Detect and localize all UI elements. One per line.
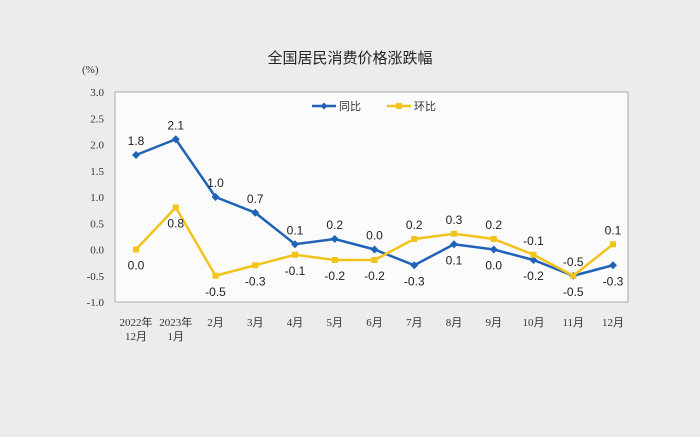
data-label: 2.1 bbox=[167, 118, 184, 132]
data-label: 0.7 bbox=[247, 192, 264, 206]
data-label: 0.1 bbox=[605, 223, 622, 237]
legend-label: 同比 bbox=[339, 100, 361, 113]
data-point bbox=[330, 235, 339, 243]
data-label: 0.2 bbox=[406, 218, 423, 232]
data-point bbox=[172, 204, 179, 211]
data-point bbox=[251, 208, 260, 217]
data-point bbox=[610, 241, 616, 248]
data-point bbox=[291, 240, 299, 249]
legend-label: 环比 bbox=[414, 100, 436, 113]
legend-marker bbox=[320, 102, 328, 110]
data-label: -0.2 bbox=[523, 269, 544, 283]
x-tick-label: 10月 bbox=[523, 317, 545, 329]
data-label: -0.3 bbox=[404, 274, 425, 288]
data-point bbox=[450, 240, 458, 249]
data-point bbox=[171, 135, 180, 144]
data-label: -0.2 bbox=[324, 269, 345, 283]
y-tick-label: 2.0 bbox=[90, 140, 104, 152]
x-tick-label: 9月 bbox=[486, 317, 503, 329]
data-point bbox=[292, 251, 298, 258]
data-label: -0.2 bbox=[364, 269, 385, 283]
data-label: 0.0 bbox=[366, 229, 383, 243]
data-point bbox=[331, 257, 338, 263]
x-tick-label: 1月 bbox=[168, 331, 185, 343]
data-label: 0.1 bbox=[287, 223, 304, 237]
y-tick-label: 1.5 bbox=[90, 166, 104, 178]
chart-title: 全国居民消费价格涨跌幅 bbox=[267, 49, 433, 67]
x-tick-label: 5月 bbox=[327, 317, 344, 329]
data-point bbox=[529, 256, 538, 264]
y-tick-label: 2.5 bbox=[90, 113, 104, 125]
data-label: -0.5 bbox=[563, 255, 584, 269]
x-tick-label: 12月 bbox=[125, 331, 147, 343]
x-tick-label: 6月 bbox=[366, 317, 383, 329]
data-point bbox=[211, 193, 220, 201]
data-label: 1.8 bbox=[128, 134, 145, 148]
y-tick-label: -0.5 bbox=[87, 271, 105, 283]
y-tick-label: 1.0 bbox=[90, 192, 104, 204]
data-point bbox=[212, 272, 219, 279]
data-label: 0.8 bbox=[167, 217, 184, 231]
data-label: -0.1 bbox=[285, 264, 306, 278]
data-point bbox=[411, 236, 418, 242]
data-point bbox=[570, 272, 577, 279]
data-point bbox=[252, 262, 259, 269]
data-point bbox=[370, 245, 379, 254]
data-label: 0.2 bbox=[326, 218, 343, 232]
x-tick-label: 3月 bbox=[247, 317, 264, 329]
y-tick-label: -1.0 bbox=[87, 297, 105, 309]
x-tick-label: 4月 bbox=[287, 317, 304, 329]
data-point bbox=[371, 257, 378, 263]
data-label: -0.5 bbox=[205, 285, 226, 299]
x-tick-label: 7月 bbox=[406, 317, 423, 329]
data-label: -0.3 bbox=[603, 274, 624, 288]
data-point bbox=[133, 246, 139, 253]
data-point bbox=[609, 261, 617, 270]
data-label: -0.5 bbox=[563, 285, 584, 299]
data-label: 0.3 bbox=[446, 213, 463, 227]
data-label: 0.2 bbox=[485, 218, 502, 232]
data-label: 0.0 bbox=[485, 259, 502, 273]
plot-area bbox=[114, 91, 629, 303]
data-label: -0.3 bbox=[245, 274, 266, 288]
x-tick-label: 2月 bbox=[207, 317, 224, 329]
data-label: 1.0 bbox=[207, 176, 224, 190]
x-tick-label: 2022年 bbox=[120, 315, 153, 329]
data-point bbox=[489, 245, 498, 254]
x-tick-label: 8月 bbox=[446, 317, 463, 329]
legend-marker bbox=[396, 103, 402, 109]
x-tick-label: 11月 bbox=[562, 317, 584, 329]
data-point bbox=[410, 261, 419, 270]
data-point bbox=[490, 236, 497, 242]
x-tick-label: 2023年 bbox=[159, 315, 192, 329]
y-axis-unit: (%) bbox=[82, 64, 99, 76]
y-tick-label: 0.0 bbox=[90, 245, 104, 257]
y-tick-label: 0.5 bbox=[90, 218, 104, 230]
y-tick-label: 3.0 bbox=[90, 87, 104, 99]
x-tick-label: 12月 bbox=[602, 317, 624, 329]
data-point bbox=[451, 230, 457, 237]
data-point bbox=[132, 151, 140, 159]
data-point bbox=[530, 251, 537, 258]
data-label: -0.1 bbox=[523, 234, 544, 248]
data-label: 0.1 bbox=[446, 253, 463, 267]
data-label: 0.0 bbox=[128, 259, 145, 273]
